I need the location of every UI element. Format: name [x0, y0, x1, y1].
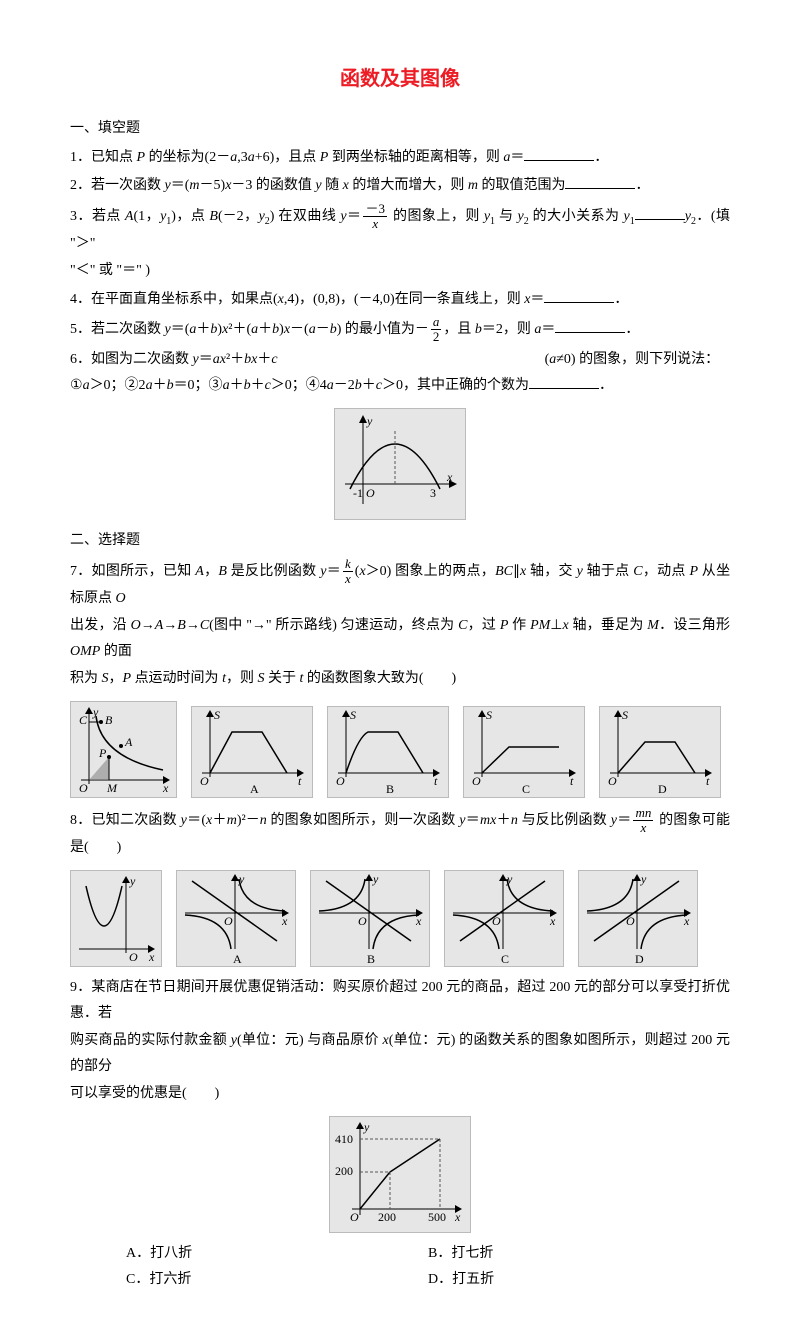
q9-opt-a: A．打八折: [126, 1241, 428, 1268]
svg-text:O: O: [472, 774, 481, 788]
svg-text:C: C: [522, 782, 530, 796]
svg-text:M: M: [106, 781, 118, 795]
figure-q6-row: -1 O 3 x y: [70, 408, 730, 520]
figure-q8-row: Ox y Ox y A Ox y B Ox y C Ox y: [70, 870, 730, 967]
blank-6: [529, 374, 599, 389]
svg-text:y: y: [92, 705, 99, 719]
svg-text:200: 200: [378, 1210, 396, 1224]
question-5: 5．若二次函数 y＝(a＋b)x²＋(a＋b)x－(a－b) 的最小值为－a2，…: [70, 315, 730, 345]
question-2: 2．若一次函数 y＝(m－5)x－3 的函数值 y 随 x 的增大而增大，则 m…: [70, 173, 730, 200]
section-2-head: 二、选择题: [70, 528, 730, 555]
svg-text:y: y: [640, 872, 647, 886]
section-1-head: 一、填空题: [70, 116, 730, 143]
svg-text:O: O: [626, 914, 635, 928]
question-8: 8．已知二次函数 y＝(x＋m)²－n 的图象如图所示，则一次函数 y＝mx＋n…: [70, 806, 730, 862]
svg-text:y: y: [129, 874, 136, 888]
svg-text:D: D: [658, 782, 667, 796]
svg-text:x: x: [446, 470, 453, 484]
svg-text:C: C: [79, 713, 88, 727]
svg-text:S: S: [214, 708, 220, 722]
svg-text:S: S: [486, 708, 492, 722]
figure-q8-opt-a: Ox y A: [176, 870, 296, 967]
svg-text:x: x: [454, 1210, 461, 1224]
svg-text:A: A: [233, 952, 242, 966]
figure-q8-opt-b: Ox y B: [310, 870, 430, 967]
svg-text:A: A: [250, 782, 259, 796]
q9-opt-d: D．打五折: [428, 1267, 730, 1294]
svg-text:O: O: [358, 914, 367, 928]
svg-text:y: y: [238, 872, 245, 886]
figure-q7-opt-c: OSt C: [463, 706, 585, 798]
q9-opt-b: B．打七折: [428, 1241, 730, 1268]
svg-text:B: B: [386, 782, 394, 796]
svg-text:x: x: [549, 914, 556, 928]
figure-q8-opt-d: Ox y D: [578, 870, 698, 967]
svg-text:O: O: [200, 774, 209, 788]
svg-text:B: B: [367, 952, 375, 966]
question-4: 4．在平面直角坐标系中，如果点(x,4)，(0,8)，(－4,0)在同一条直线上…: [70, 287, 730, 314]
svg-text:O: O: [608, 774, 617, 788]
svg-text:x: x: [683, 914, 690, 928]
svg-text:O: O: [492, 914, 501, 928]
svg-text:A: A: [124, 735, 133, 749]
q9-options-row1: A．打八折 B．打七折: [70, 1241, 730, 1268]
svg-text:500: 500: [428, 1210, 446, 1224]
svg-text:O: O: [129, 950, 138, 964]
svg-text:y: y: [372, 872, 379, 886]
svg-text:O: O: [350, 1210, 359, 1224]
svg-text:O: O: [79, 781, 88, 795]
svg-text:B: B: [105, 713, 113, 727]
question-7: 7．如图所示，已知 A，B 是反比例函数 y＝kx(x＞0) 图象上的两点，BC…: [70, 557, 730, 693]
page-title: 函数及其图像: [70, 60, 730, 98]
figure-q7-main: B A P C O M x y: [70, 701, 177, 798]
blank-3: [635, 205, 685, 220]
q9-opt-c: C．打六折: [126, 1267, 428, 1294]
figure-q7-opt-a: OSt A: [191, 706, 313, 798]
blank-1: [524, 146, 594, 161]
svg-text:410: 410: [335, 1132, 353, 1146]
svg-text:y: y: [366, 414, 373, 428]
figure-q7-opt-b: OSt B: [327, 706, 449, 798]
svg-text:x: x: [415, 914, 422, 928]
svg-text:S: S: [350, 708, 356, 722]
figure-q9-row: 410 200 200 500 O x y: [70, 1116, 730, 1233]
svg-text:S: S: [622, 708, 628, 722]
q9-options-row2: C．打六折 D．打五折: [70, 1267, 730, 1294]
svg-text:x: x: [162, 781, 169, 795]
figure-q7-opt-d: OSt D: [599, 706, 721, 798]
figure-q8-main: Ox y: [70, 870, 162, 967]
figure-q9: 410 200 200 500 O x y: [329, 1116, 471, 1233]
svg-text:D: D: [635, 952, 644, 966]
svg-text:O: O: [224, 914, 233, 928]
blank-2: [565, 174, 635, 189]
svg-text:O: O: [336, 774, 345, 788]
blank-4: [544, 288, 614, 303]
svg-text:y: y: [506, 872, 513, 886]
figure-q7-row: B A P C O M x y OSt A OSt B OSt C: [70, 701, 730, 798]
figure-q6: -1 O 3 x y: [334, 408, 466, 520]
svg-text:P: P: [98, 746, 107, 760]
svg-text:C: C: [501, 952, 509, 966]
question-1: 1．已知点 P 的坐标为(2－a,3a+6)，且点 P 到两坐标轴的距离相等，则…: [70, 145, 730, 172]
question-9: 9．某商店在节日期间开展优惠促销活动：购买原价超过 200 元的商品，超过 20…: [70, 975, 730, 1108]
svg-text:200: 200: [335, 1164, 353, 1178]
question-3: 3．若点 A(1，y1)，点 B(－2，y2) 在双曲线 y＝－3x 的图象上，…: [70, 202, 730, 285]
svg-text:3: 3: [430, 486, 436, 500]
svg-text:x: x: [148, 950, 155, 964]
svg-text:-1: -1: [353, 486, 363, 500]
svg-text:O: O: [366, 486, 375, 500]
blank-5: [555, 318, 625, 333]
svg-text:x: x: [281, 914, 288, 928]
figure-q8-opt-c: Ox y C: [444, 870, 564, 967]
question-6: 6．如图为二次函数 y＝ax²＋bx＋c (a≠0) 的图象，则下列说法： ①a…: [70, 347, 730, 400]
